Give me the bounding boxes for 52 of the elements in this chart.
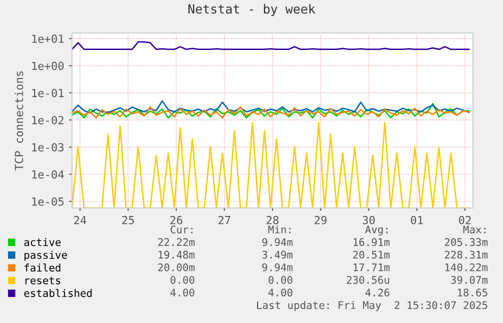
x-tick-label: 26 (170, 216, 182, 224)
y-tick-label: 1e-01 (32, 88, 64, 98)
legend-label: passive (24, 250, 67, 261)
y-tick-label: 1e+00 (32, 62, 64, 70)
text: 230.56u (346, 276, 390, 284)
text: 18.65 (458, 288, 488, 296)
text: 22.22m (158, 238, 195, 246)
text: Min: (268, 225, 290, 234)
legend-label: active (24, 238, 61, 246)
text: 4.26 (365, 288, 390, 296)
text: Avg: (365, 226, 388, 236)
y-axis-title: TCP connections (14, 71, 24, 170)
text: 228.31m (444, 250, 488, 259)
x-tick-label: 29 (314, 216, 327, 224)
text: Cur: (170, 226, 192, 234)
y-tick-label: 1e-04 (32, 170, 64, 179)
text: 20.51m (353, 250, 390, 259)
legend-label: failed (24, 263, 60, 272)
text: 4.00 (268, 288, 292, 296)
chart-title: Netstat - by week (188, 4, 316, 16)
text: 140.22m (445, 263, 488, 272)
text: 39.07m (451, 276, 488, 284)
x-tick-label: 30 (362, 216, 375, 224)
x-tick-label: 28 (266, 216, 278, 224)
line-series (72, 106, 470, 119)
text: 9.94m (262, 263, 293, 272)
y-tick-label: 1e-05 (32, 197, 64, 206)
line-series (72, 102, 470, 119)
text: 3.49m (262, 250, 293, 259)
text: 0.00 (170, 276, 194, 284)
x-tick-label: 02 (459, 216, 471, 224)
text: 0.00 (268, 276, 292, 284)
text: 4.00 (170, 288, 194, 296)
x-tick-label: 27 (218, 216, 230, 224)
x-tick-label: 25 (122, 216, 134, 224)
text: Max: (463, 226, 486, 234)
y-tick-label: 1e+01 (32, 34, 64, 43)
text: 9.94m (262, 238, 293, 246)
text: 20.00m (158, 263, 195, 272)
text: Last update: Fri May 2 15:30:07 2025 (257, 301, 488, 312)
x-tick-label: 24 (74, 216, 86, 224)
legend-label: resets (25, 276, 60, 284)
line-series (72, 100, 470, 114)
legend-label: established (24, 288, 92, 298)
text: 205.33m (444, 238, 488, 246)
x-tick-label: 01 (410, 216, 423, 224)
text: 16.91m (354, 238, 390, 246)
text: 19.48m (158, 250, 195, 259)
text: 17.71m (354, 264, 390, 272)
y-tick-label: 1e-02 (32, 116, 64, 124)
line-series (72, 41, 470, 50)
y-tick-label: 1e-03 (32, 143, 64, 152)
